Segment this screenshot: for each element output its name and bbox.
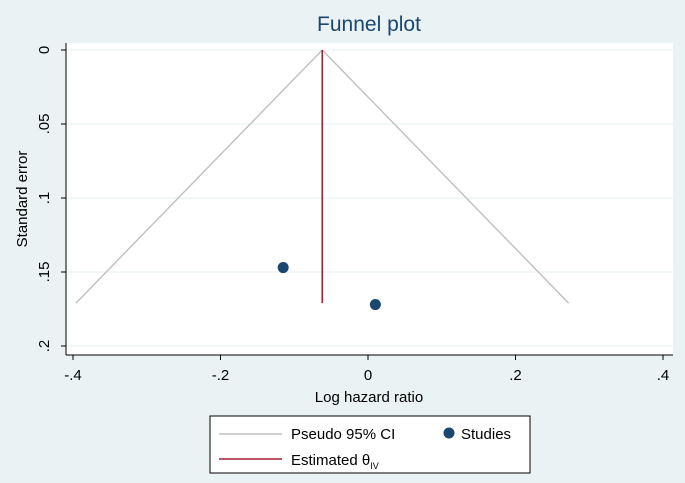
chart-title: Funnel plot [317, 13, 421, 36]
y-tick-label: .1 [36, 192, 53, 205]
y-tick-label: .05 [36, 114, 53, 135]
legend: Pseudo 95% CI Studies Estimated θIV [209, 415, 531, 474]
plot-area [66, 43, 673, 355]
y-tick-label: 0 [36, 46, 53, 54]
x-tick-label: .2 [509, 367, 522, 384]
x-tick-label: .4 [657, 367, 670, 384]
axes: 0 .05 .1 .15 .2 -.4 -.2 0 .2 .4 [36, 43, 673, 384]
y-axis-title: Standard error [14, 151, 31, 248]
legend-studies-marker [443, 427, 455, 439]
legend-box [209, 415, 531, 474]
legend-studies-label: Studies [461, 426, 511, 443]
study-point [369, 299, 381, 311]
study-point [277, 262, 289, 274]
pseudo-ci-right-line [321, 49, 570, 304]
study-points [277, 262, 381, 311]
legend-estimate-label: Estimated θIV [291, 452, 379, 471]
x-axis-title: Log hazard ratio [315, 389, 423, 406]
legend-estimate-text: Estimated θ [291, 452, 370, 469]
legend-estimate-subscript: IV [370, 461, 379, 471]
pseudo-ci-funnel [75, 49, 570, 304]
gridlines [66, 49, 673, 347]
x-tick-label: 0 [364, 367, 372, 384]
legend-pseudo-ci-label: Pseudo 95% CI [291, 426, 395, 443]
y-tick-label: .2 [36, 340, 53, 353]
pseudo-ci-left-line [75, 49, 323, 304]
x-tick-label: -.4 [64, 367, 82, 384]
x-tick-label: -.2 [212, 367, 230, 384]
y-tick-label: .15 [36, 262, 53, 283]
